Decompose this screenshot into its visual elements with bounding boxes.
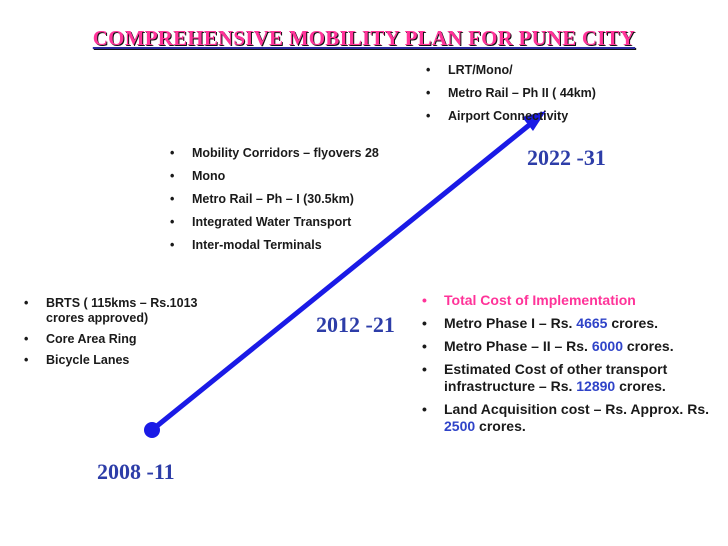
list-item: • LRT/Mono/ [418, 59, 718, 82]
cost-land-acquisition: • Land Acquisition cost – Rs. Approx. Rs.… [422, 401, 709, 434]
bullet-icon: • [422, 292, 427, 308]
period-label-2012: 2012 -21 [316, 312, 395, 337]
bullet-icon: • [170, 169, 175, 183]
list-item: • Core Area Ring [24, 332, 137, 346]
list-item: • BRTS ( 115kms – Rs.1013 crores approved… [24, 296, 198, 325]
cost-metro-phase2: • Metro Phase – II – Rs. 6000 crores. [422, 338, 674, 354]
phase-2008-list: • BRTS ( 115kms – Rs.1013 crores approved… [16, 296, 236, 374]
list-item: • Metro Rail – Ph II ( 44km) [418, 82, 718, 105]
bullet-icon: • [170, 238, 175, 252]
list-item: • Mono [162, 165, 462, 188]
period-label-2022: 2022 -31 [527, 145, 606, 170]
list-item: • Airport Connectivity [418, 105, 718, 128]
cost-amount: 2500 [444, 418, 476, 434]
cost-amount: 4665 [576, 315, 608, 331]
bullet-icon: • [422, 315, 427, 331]
arrowhead-icon [522, 111, 546, 131]
bullet-icon: • [426, 109, 431, 123]
bullet-icon: • [24, 296, 29, 310]
bullet-icon: • [170, 192, 175, 206]
bullet-icon: • [170, 146, 175, 160]
phase-2012-list: • Mobility Corridors – flyovers 28 • Mono … [162, 142, 462, 257]
cost-amount: 6000 [591, 338, 623, 354]
cost-metro-phase1: • Metro Phase I – Rs. 4665 crores. [422, 315, 659, 331]
list-item: • Integrated Water Transport [162, 211, 462, 234]
list-item: • Mobility Corridors – flyovers 28 [162, 142, 462, 165]
bullet-icon: • [422, 361, 427, 377]
period-label-2008: 2008 -11 [97, 459, 175, 484]
phase-2022-list: • LRT/Mono/ • Metro Rail – Ph II ( 44km) •… [418, 59, 718, 128]
bullet-icon: • [24, 332, 29, 346]
list-item: • Bicycle Lanes [24, 353, 130, 367]
timeline-line [149, 123, 531, 433]
list-item: • Inter-modal Terminals [162, 234, 462, 257]
bullet-icon: • [170, 215, 175, 229]
cost-amount: 12890 [576, 378, 616, 394]
bullet-icon: • [422, 401, 427, 417]
timeline-start-dot [144, 422, 160, 438]
page-title: COMPREHENSIVE MOBILITY PLAN FOR PUNE CIT… [92, 26, 636, 50]
cost-other-transport: • Estimated Cost of other transport infra… [422, 361, 668, 394]
cost-list: • Total Cost of Implementation • Metro Pha… [414, 292, 720, 441]
bullet-icon: • [24, 353, 29, 367]
cost-heading: • Total Cost of Implementation [422, 292, 636, 308]
list-item: • Metro Rail – Ph – I (30.5km) [162, 188, 462, 211]
bullet-icon: • [422, 338, 427, 354]
bullet-icon: • [426, 86, 431, 100]
bullet-icon: • [426, 63, 431, 77]
